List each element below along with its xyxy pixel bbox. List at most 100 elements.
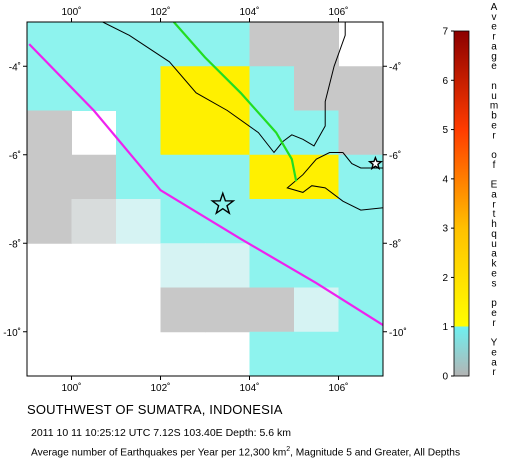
colorbar-label-char: f xyxy=(493,160,496,171)
density-cell xyxy=(205,243,250,288)
colorbar-label-char: e xyxy=(491,268,497,279)
colorbar-tick-label: 2 xyxy=(442,273,448,284)
colorbar-tick-label: 3 xyxy=(442,224,448,235)
x-tick-label-bottom: 100˚ xyxy=(61,382,81,394)
density-cell xyxy=(205,287,250,333)
colorbar-label-char: u xyxy=(491,91,497,102)
density-cell xyxy=(71,154,117,200)
density-cell xyxy=(249,199,295,244)
density-cell xyxy=(160,66,206,111)
colorbar-tick-label: 4 xyxy=(442,174,448,185)
map-ticks: 100˚ 100˚ 102˚ 102˚ 104˚ 104˚ 106˚ 106˚ -4˚ -4˚ -6… xyxy=(3,6,407,394)
density-cell xyxy=(27,22,72,67)
colorbar-label-char: e xyxy=(491,22,497,33)
y-tick-label-left: -8˚ xyxy=(9,238,21,250)
density-cell xyxy=(338,243,383,288)
density-cell xyxy=(294,66,339,111)
density-cell xyxy=(294,199,339,244)
colorbar-label-char: A xyxy=(491,2,498,13)
colorbar-label-char: a xyxy=(491,357,497,368)
colorbar-label-char: a xyxy=(491,190,497,201)
density-cell xyxy=(27,154,72,200)
density-cell xyxy=(205,154,250,200)
density-cell xyxy=(160,287,206,333)
map-markers xyxy=(210,155,383,215)
y-tick-label-right: -6˚ xyxy=(389,150,401,162)
density-cell xyxy=(116,110,161,156)
density-cell xyxy=(294,287,339,333)
colorbar-label-char: b xyxy=(491,111,497,122)
x-tick-label-bottom: 102˚ xyxy=(150,382,170,394)
density-cell xyxy=(160,243,206,288)
colorbar-label-char: q xyxy=(491,229,497,240)
colorbar-label-char: u xyxy=(491,239,497,250)
trench-line xyxy=(28,43,383,327)
colorbar-label-char: s xyxy=(492,278,497,289)
city-star xyxy=(367,155,383,171)
density-cell xyxy=(205,110,250,156)
colorbar-tick-label: 6 xyxy=(442,76,448,87)
x-tick-label-top: 104˚ xyxy=(239,6,259,18)
y-tick-label-left: -6˚ xyxy=(9,150,21,162)
x-tick-label-top: 100˚ xyxy=(61,6,81,18)
map-frame xyxy=(26,21,384,377)
density-cell xyxy=(249,287,295,333)
y-tick-label-left: -10˚ xyxy=(3,327,21,339)
density-cell xyxy=(116,66,161,111)
y-tick-label-left: -4˚ xyxy=(9,61,21,73)
colorbar-label-char: r xyxy=(492,130,496,141)
y-tick-label-right: -4˚ xyxy=(389,61,401,73)
colorbar-tick-label: 7 xyxy=(442,27,448,38)
density-cell xyxy=(160,110,206,156)
density-cell xyxy=(160,199,206,244)
colorbar-label-char: e xyxy=(491,61,497,72)
colorbar-label-char: v xyxy=(492,12,497,23)
colorbar-label-char: E xyxy=(491,180,498,191)
density-cell xyxy=(294,110,339,156)
density-cell xyxy=(160,154,206,200)
colorbar-label-char: Y xyxy=(491,338,498,349)
x-tick-label-top: 102˚ xyxy=(150,6,170,18)
density-cell xyxy=(71,22,117,67)
density-cells xyxy=(27,22,383,376)
density-cell xyxy=(338,66,383,111)
colorbar-label-char: e xyxy=(491,120,497,131)
colorbar-label-char: e xyxy=(491,308,497,319)
density-cell xyxy=(338,331,383,376)
caption-superscript: 2 xyxy=(286,446,291,453)
colorbar-label-char: g xyxy=(491,51,497,62)
density-cell xyxy=(27,66,72,111)
x-tick-label-bottom: 106˚ xyxy=(328,382,348,394)
density-cell xyxy=(249,154,295,200)
fault-line xyxy=(172,22,298,182)
colorbar-tick-label: 1 xyxy=(442,322,448,333)
colorbar-label-char: p xyxy=(491,298,497,309)
map-lines xyxy=(28,22,383,327)
colorbar-label-char: h xyxy=(491,219,497,230)
density-cell xyxy=(160,22,206,67)
colorbar-label-char: a xyxy=(491,249,497,260)
colorbar-label-char: m xyxy=(490,101,498,112)
colorbar-label-char: t xyxy=(493,209,496,220)
caption-suffix: , Magnitude 5 and Greater, All Depths xyxy=(290,447,461,459)
density-cell xyxy=(294,243,339,288)
colorbar-label-char: r xyxy=(492,199,496,210)
density-cell xyxy=(116,199,161,244)
colorbar-tick-label: 5 xyxy=(442,125,448,136)
density-cell xyxy=(71,199,117,244)
density-cell xyxy=(27,110,72,156)
density-cell xyxy=(116,22,161,67)
density-cell xyxy=(294,22,339,67)
density-cell xyxy=(205,22,250,67)
density-cell xyxy=(294,331,339,376)
colorbar-label-char: r xyxy=(492,318,496,329)
density-cell xyxy=(27,199,72,244)
density-cell xyxy=(249,110,295,156)
density-cell xyxy=(71,66,117,111)
java-coastline xyxy=(286,152,383,211)
density-cell xyxy=(338,110,383,156)
colorbar-label-char: n xyxy=(491,81,497,92)
event-info: 2011 10 11 10:25:12 UTC 7.12S 103.40E De… xyxy=(31,427,291,439)
colorbar-label-char: r xyxy=(492,32,496,43)
